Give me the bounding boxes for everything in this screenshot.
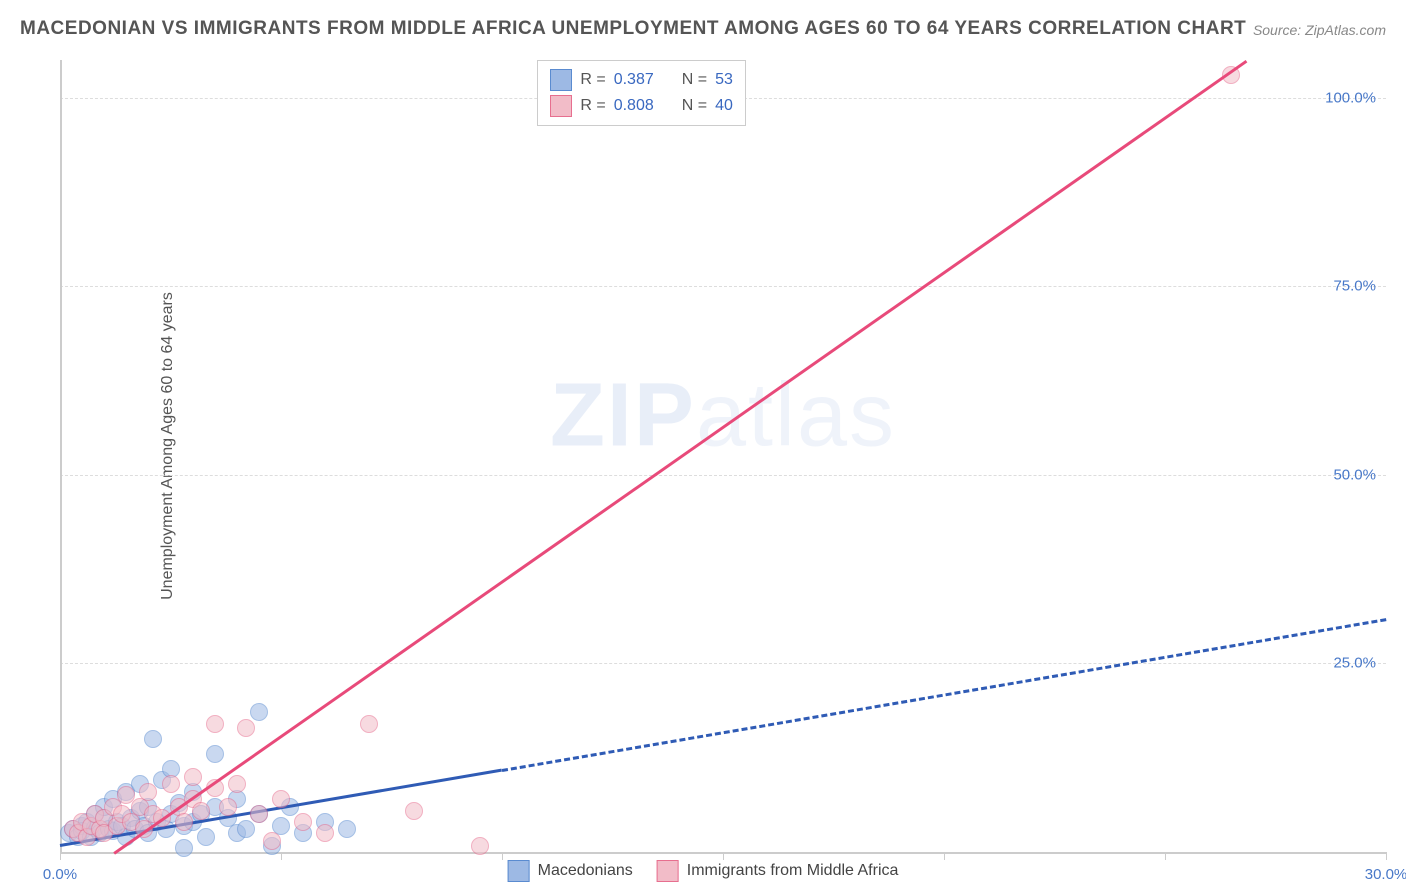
n-value: 53: [715, 71, 733, 89]
data-point: [206, 715, 224, 733]
watermark-zip: ZIP: [550, 366, 696, 466]
data-point: [192, 802, 210, 820]
data-point: [175, 839, 193, 857]
chart-area: ZIPatlas 25.0%50.0%75.0%100.0%0.0%30.0%R…: [60, 60, 1386, 852]
stats-row: R = 0.808 N = 40: [550, 93, 733, 119]
legend-item-macedonians: Macedonians: [508, 860, 633, 882]
legend-item-middle-africa: Immigrants from Middle Africa: [657, 860, 899, 882]
gridline: [60, 475, 1386, 476]
data-point: [316, 824, 334, 842]
data-point: [294, 813, 312, 831]
y-axis: [60, 60, 62, 852]
data-point: [237, 719, 255, 737]
r-value: 0.387: [614, 71, 654, 89]
x-tick-label: 30.0%: [1365, 866, 1406, 883]
trend-line: [113, 60, 1246, 854]
data-point: [206, 745, 224, 763]
data-point: [175, 813, 193, 831]
stats-row: R = 0.387 N = 53: [550, 67, 733, 93]
gridline: [60, 286, 1386, 287]
watermark-atlas: atlas: [696, 366, 896, 466]
x-tick: [1386, 852, 1387, 860]
r-label: R =: [580, 97, 605, 115]
r-label: R =: [580, 71, 605, 89]
legend-label-macedonians: Macedonians: [538, 862, 633, 880]
gridline: [60, 663, 1386, 664]
n-value: 40: [715, 97, 733, 115]
stats-swatch: [550, 69, 572, 91]
data-point: [237, 820, 255, 838]
legend-label-middle-africa: Immigrants from Middle Africa: [687, 862, 899, 880]
data-point: [139, 783, 157, 801]
x-tick-label: 0.0%: [43, 866, 77, 883]
data-point: [405, 802, 423, 820]
y-tick-label: 75.0%: [1333, 278, 1376, 295]
data-point: [250, 805, 268, 823]
data-point: [360, 715, 378, 733]
y-tick-label: 25.0%: [1333, 655, 1376, 672]
x-tick: [60, 852, 61, 860]
data-point: [144, 730, 162, 748]
x-tick: [1165, 852, 1166, 860]
chart-title: MACEDONIAN VS IMMIGRANTS FROM MIDDLE AFR…: [20, 18, 1246, 40]
data-point: [184, 768, 202, 786]
stats-swatch: [550, 95, 572, 117]
data-point: [228, 775, 246, 793]
y-tick-label: 100.0%: [1325, 89, 1376, 106]
data-point: [338, 820, 356, 838]
data-point: [250, 703, 268, 721]
x-tick: [944, 852, 945, 860]
x-tick: [281, 852, 282, 860]
y-tick-label: 50.0%: [1333, 466, 1376, 483]
x-tick: [723, 852, 724, 860]
n-label: N =: [682, 97, 707, 115]
x-tick: [502, 852, 503, 860]
data-point: [471, 837, 489, 855]
data-point: [272, 790, 290, 808]
data-point: [197, 828, 215, 846]
legend: Macedonians Immigrants from Middle Afric…: [508, 860, 899, 882]
legend-swatch-middle-africa: [657, 860, 679, 882]
n-label: N =: [682, 71, 707, 89]
trend-line: [502, 618, 1386, 772]
r-value: 0.808: [614, 97, 654, 115]
watermark: ZIPatlas: [550, 365, 896, 468]
data-point: [162, 775, 180, 793]
data-point: [219, 798, 237, 816]
correlation-stats-box: R = 0.387 N = 53 R = 0.808 N = 40: [537, 60, 746, 126]
data-point: [263, 832, 281, 850]
legend-swatch-macedonians: [508, 860, 530, 882]
plot-region: ZIPatlas 25.0%50.0%75.0%100.0%0.0%30.0%R…: [60, 60, 1386, 852]
source-label: Source: ZipAtlas.com: [1253, 22, 1386, 38]
